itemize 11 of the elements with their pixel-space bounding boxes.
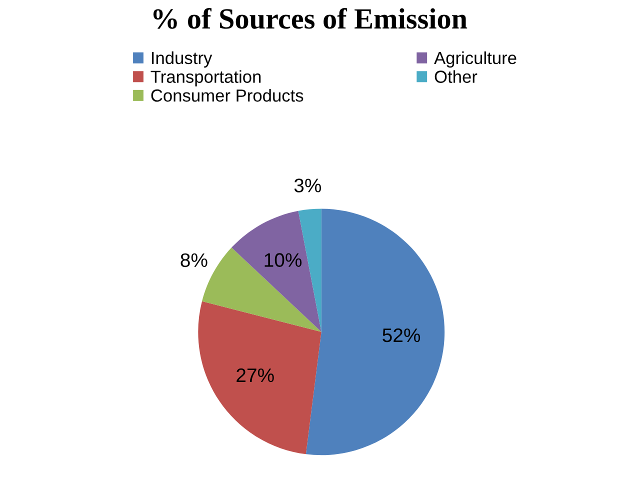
data-label: 10% [264, 253, 302, 267]
data-label: 3% [294, 178, 322, 192]
legend-label: Agriculture [434, 51, 516, 68]
chart-title: % of Sources of Emission [153, 8, 468, 29]
legend-label: Consumer Products [151, 88, 304, 102]
data-label: 27% [236, 368, 274, 382]
data-label: 8% [180, 253, 208, 268]
legend-label: Industry [152, 51, 212, 68]
legend-label: Other [434, 70, 478, 83]
data-label: 52% [382, 328, 420, 342]
legend-label: Transportation [150, 70, 261, 86]
